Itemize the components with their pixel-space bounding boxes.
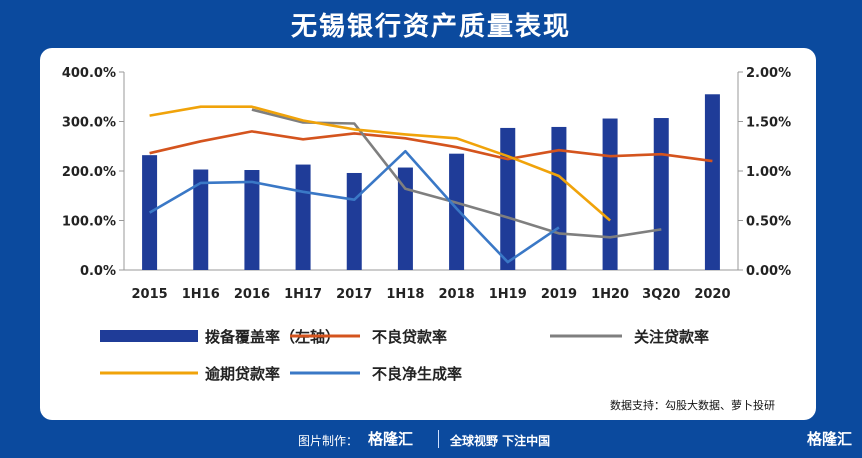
left-tick-labels: 400.0% 300.0% 200.0% 100.0% 0.0% [62,66,124,279]
x-tick-label: 1H19 [489,287,527,302]
x-tick-label: 2019 [541,287,577,302]
left-tick-label: 200.0% [62,165,116,180]
x-tick-label: 2020 [694,287,730,302]
chart-card: 400.0% 300.0% 200.0% 100.0% 0.0% 2.00% 1.50% 1… [40,48,816,420]
x-tick-label: 2015 [131,287,167,302]
x-tick-label: 2017 [336,287,372,302]
bar [244,170,260,270]
bar [653,118,669,270]
left-tick-label: 300.0% [62,116,116,131]
legend-item-npl: 不良贷款率 [290,328,447,346]
right-tick-label: 2.00% [746,66,791,81]
footer-divider [438,430,439,448]
line-series-1 [149,130,713,163]
x-tick-label: 1H16 [182,287,220,302]
bar [500,127,516,270]
legend-item-net-generation: 不良净生成率 [290,365,462,383]
footer-slogan: 全球视野 下注中国 [450,434,551,448]
legend-swatch-provision [100,330,198,342]
bar [193,169,209,270]
left-tick-label: 100.0% [62,215,116,230]
right-tick-labels: 2.00% 1.50% 1.00% 0.50% 0.00% [738,66,791,279]
legend-label-provision: 拨备覆盖率（左轴） [205,328,340,346]
x-tick-label: 2018 [438,287,474,302]
x-tick-label: 1H18 [386,287,424,302]
line-series-3 [149,105,611,222]
legend-item-overdue: 逾期贷款率 [100,365,280,383]
series-line [149,105,611,222]
corner-logo: 格隆汇 [806,430,852,448]
x-tick-label: 1H17 [284,287,322,302]
legend-label-net-generation: 不良净生成率 [372,365,462,383]
left-tick-label: 0.0% [80,264,116,279]
x-tick-label: 2016 [234,287,270,302]
line-series-4 [149,151,661,262]
chart: 400.0% 300.0% 200.0% 100.0% 0.0% 2.00% 1.50% 1… [62,66,791,412]
x-tick-label: 3Q20 [642,287,680,302]
legend-item-provision: 拨备覆盖率（左轴） [100,328,340,346]
source-note: 数据支持：勾股大数据、萝卜投研 [610,398,775,412]
bar [551,126,567,270]
bar [295,164,311,270]
bar [449,153,465,270]
legend-label-npl: 不良贷款率 [372,328,447,346]
right-tick-label: 0.50% [746,215,791,230]
series-line [149,130,713,163]
page-title: 无锡银行资产质量表现 [290,12,571,42]
x-tick-label: 1H20 [591,287,629,302]
right-tick-label: 0.00% [746,264,791,279]
right-tick-label: 1.00% [746,165,791,180]
axes [123,72,739,271]
footer-logo: 格隆汇 [368,430,414,448]
x-tick-labels: 2015 1H16 2016 1H17 2017 1H18 2018 1H19 2019 1H20… [131,287,730,302]
bar [397,167,413,270]
legend: 拨备覆盖率（左轴） 不良贷款率 关注贷款率 逾期贷款率 不良净生成率 [100,328,709,383]
legend-label-attention: 关注贷款率 [634,328,709,346]
bar [602,118,618,270]
legend-item-attention: 关注贷款率 [550,328,709,346]
footer: 图片制作： 格隆汇 全球视野 下注中国 格隆汇 [0,426,862,454]
line-series [149,105,713,263]
bar [346,172,362,270]
legend-label-overdue: 逾期贷款率 [205,365,280,383]
footer-credit-label: 图片制作： [298,434,359,448]
bar [704,94,720,271]
right-tick-label: 1.50% [746,116,791,131]
left-tick-label: 400.0% [62,66,116,81]
